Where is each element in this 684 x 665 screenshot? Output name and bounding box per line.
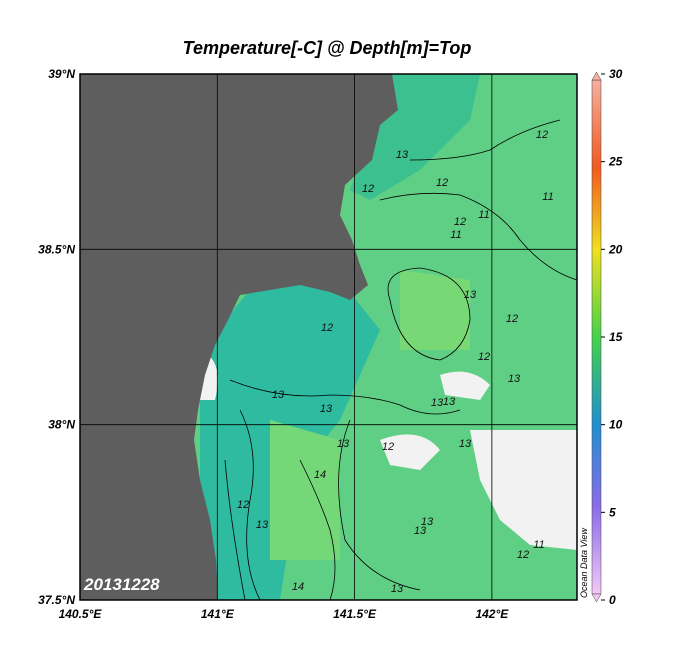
contour-label: 12 [454, 216, 466, 228]
contour-label: 12 [321, 322, 333, 334]
contour-label: 13 [508, 373, 521, 385]
y-tick-label: 37.5°N [38, 593, 75, 607]
contour-label: 13 [272, 389, 285, 401]
contours [224, 119, 577, 600]
colorbar-tick-label: 0 [609, 593, 616, 607]
colorbar-tick-label: 20 [608, 242, 623, 256]
colorbar [591, 79, 602, 595]
contour-label: 11 [450, 229, 461, 241]
contour-label: 13 [459, 438, 472, 450]
contour-label: 13 [391, 583, 404, 595]
contour-label: 13 [431, 397, 444, 409]
x-tick-label: 141°E [201, 607, 235, 621]
date-label: 20131228 [83, 575, 160, 594]
contour-label: 12 [436, 177, 448, 189]
no-data [380, 434, 440, 470]
contour-label: 12 [517, 549, 529, 561]
plot-area [80, 74, 577, 600]
watermark: Ocean Data View [579, 528, 589, 598]
contour-label: 13 [464, 289, 477, 301]
contour-label: 12 [382, 441, 394, 453]
contour-label: 13 [421, 516, 434, 528]
colorbar-arrow [591, 71, 602, 81]
y-tick-label: 39°N [48, 67, 75, 81]
contour-label: 12 [506, 313, 518, 325]
colorbar-tick-label: 10 [609, 418, 623, 432]
no-data [440, 371, 490, 400]
colorbar-tick-label: 30 [609, 67, 623, 81]
contour-label: 12 [536, 129, 548, 141]
no-data [470, 430, 577, 550]
title: Temperature[-C] @ Depth[m]=Top [183, 38, 472, 58]
contour-label: 14 [292, 581, 304, 593]
contour-label: 11 [478, 209, 489, 221]
colorbar-arrow [591, 593, 602, 603]
contour-label: 12 [478, 351, 490, 363]
contour-label: 13 [337, 438, 350, 450]
contour-label: 14 [314, 469, 326, 481]
ocean-warm [270, 420, 340, 560]
colorbar-tick-label: 5 [609, 505, 616, 519]
x-tick-label: 141.5°E [333, 607, 377, 621]
contour-label: 13 [443, 396, 456, 408]
contour-label: 11 [542, 191, 553, 203]
ocean-warm [400, 270, 470, 350]
contour-label: 13 [320, 403, 333, 415]
colorbar-tick-label: 15 [609, 330, 623, 344]
contour-label: 13 [256, 519, 269, 531]
y-tick-label: 38°N [48, 418, 75, 432]
land [80, 74, 398, 600]
x-tick-label: 142°E [475, 607, 509, 621]
contour-label: 12 [362, 183, 374, 195]
contour-label: 11 [533, 539, 544, 551]
y-tick-label: 38.5°N [38, 242, 75, 256]
contour-label: 13 [414, 525, 427, 537]
contour-label: 13 [396, 149, 409, 161]
contour-label: 12 [237, 499, 249, 511]
colorbar-tick-label: 25 [608, 155, 623, 169]
x-tick-label: 140.5°E [59, 607, 103, 621]
